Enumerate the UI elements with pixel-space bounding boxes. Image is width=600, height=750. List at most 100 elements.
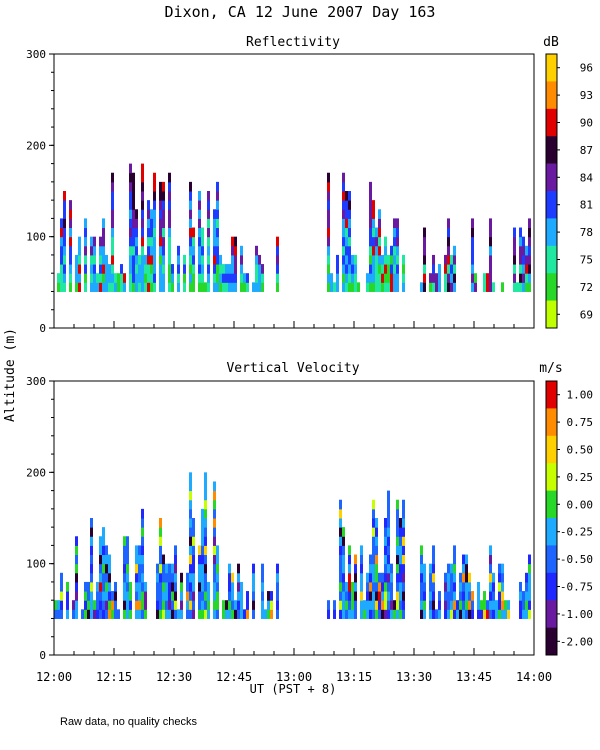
data-cell bbox=[423, 563, 426, 574]
data-cell bbox=[213, 499, 216, 510]
data-cell bbox=[372, 273, 375, 283]
data-cell bbox=[135, 609, 138, 619]
data-cell bbox=[498, 581, 501, 592]
data-cell bbox=[420, 563, 423, 574]
data-cell bbox=[432, 554, 435, 565]
data-cell bbox=[354, 609, 357, 619]
data-cell bbox=[327, 245, 330, 256]
data-cell bbox=[447, 227, 450, 238]
data-cell bbox=[165, 591, 168, 601]
data-cell bbox=[351, 609, 354, 619]
data-cell bbox=[252, 581, 255, 592]
data-cell bbox=[183, 264, 186, 274]
data-cell bbox=[144, 264, 147, 274]
colorbar-label: 87 bbox=[580, 144, 593, 157]
data-cell bbox=[525, 245, 528, 256]
data-cell bbox=[528, 218, 531, 229]
data-cell bbox=[384, 563, 387, 574]
data-cell bbox=[201, 609, 204, 619]
data-cell bbox=[471, 227, 474, 238]
data-cell bbox=[402, 508, 405, 519]
data-cell bbox=[84, 600, 87, 610]
data-cell bbox=[237, 572, 240, 583]
data-cell bbox=[450, 282, 453, 292]
data-cell bbox=[234, 273, 237, 283]
data-cell bbox=[489, 545, 492, 556]
data-cell bbox=[90, 581, 93, 592]
data-cell bbox=[345, 609, 348, 619]
data-cell bbox=[69, 218, 72, 229]
data-cell bbox=[207, 609, 210, 619]
data-cell bbox=[342, 172, 345, 183]
data-cell bbox=[192, 609, 195, 619]
data-cell bbox=[66, 581, 69, 592]
data-cell bbox=[213, 508, 216, 519]
data-cell bbox=[204, 499, 207, 510]
data-cell bbox=[399, 527, 402, 537]
data-cell bbox=[393, 600, 396, 610]
data-cell bbox=[216, 545, 219, 556]
data-cell bbox=[216, 581, 219, 592]
data-cell bbox=[363, 609, 366, 619]
data-cell bbox=[375, 545, 378, 556]
data-cell bbox=[159, 264, 162, 274]
reflectivity-x-axis bbox=[53, 321, 535, 328]
data-cell bbox=[429, 591, 432, 601]
data-cell bbox=[114, 273, 117, 283]
data-cell bbox=[336, 264, 339, 274]
data-cell bbox=[153, 273, 156, 283]
data-cell bbox=[102, 245, 105, 256]
data-cell bbox=[228, 563, 231, 574]
data-cell bbox=[525, 273, 528, 283]
data-cell bbox=[192, 527, 195, 537]
data-cell bbox=[108, 554, 111, 565]
data-cell bbox=[162, 254, 165, 265]
data-cell bbox=[189, 572, 192, 583]
data-cell bbox=[429, 600, 432, 610]
data-cell bbox=[216, 572, 219, 583]
data-cell bbox=[201, 554, 204, 565]
data-cell bbox=[132, 172, 135, 183]
data-cell bbox=[375, 236, 378, 247]
data-cell bbox=[105, 563, 108, 574]
data-cell bbox=[99, 563, 102, 574]
data-cell bbox=[261, 600, 264, 610]
colorbar-label: -1.00 bbox=[560, 608, 593, 621]
data-cell bbox=[216, 236, 219, 247]
data-cell bbox=[246, 600, 249, 610]
data-cell bbox=[375, 563, 378, 574]
data-cell bbox=[102, 572, 105, 583]
data-cell bbox=[171, 264, 174, 274]
data-cell bbox=[171, 600, 174, 610]
data-cell bbox=[177, 245, 180, 256]
data-cell bbox=[168, 273, 171, 283]
data-cell bbox=[453, 554, 456, 565]
data-cell bbox=[429, 572, 432, 583]
data-cell bbox=[483, 600, 486, 610]
data-cell bbox=[189, 481, 192, 492]
data-cell bbox=[192, 545, 195, 556]
data-cell bbox=[402, 273, 405, 283]
data-cell bbox=[387, 600, 390, 610]
data-cell bbox=[132, 236, 135, 247]
data-cell bbox=[135, 591, 138, 601]
data-cell bbox=[501, 282, 504, 292]
data-cell bbox=[108, 264, 111, 274]
data-cell bbox=[375, 527, 378, 537]
colorbar-swatch bbox=[546, 545, 557, 574]
data-cell bbox=[525, 254, 528, 265]
data-cell bbox=[483, 591, 486, 601]
data-cell bbox=[192, 591, 195, 601]
data-cell bbox=[354, 600, 357, 610]
data-cell bbox=[186, 600, 189, 610]
data-cell bbox=[429, 282, 432, 292]
colorbar-label: 90 bbox=[580, 117, 593, 130]
data-cell bbox=[342, 218, 345, 229]
data-cell bbox=[141, 581, 144, 592]
data-cell bbox=[522, 245, 525, 256]
data-cell bbox=[231, 609, 234, 619]
data-cell bbox=[84, 591, 87, 601]
data-cell bbox=[111, 264, 114, 274]
data-cell bbox=[69, 245, 72, 256]
data-cell bbox=[369, 227, 372, 238]
